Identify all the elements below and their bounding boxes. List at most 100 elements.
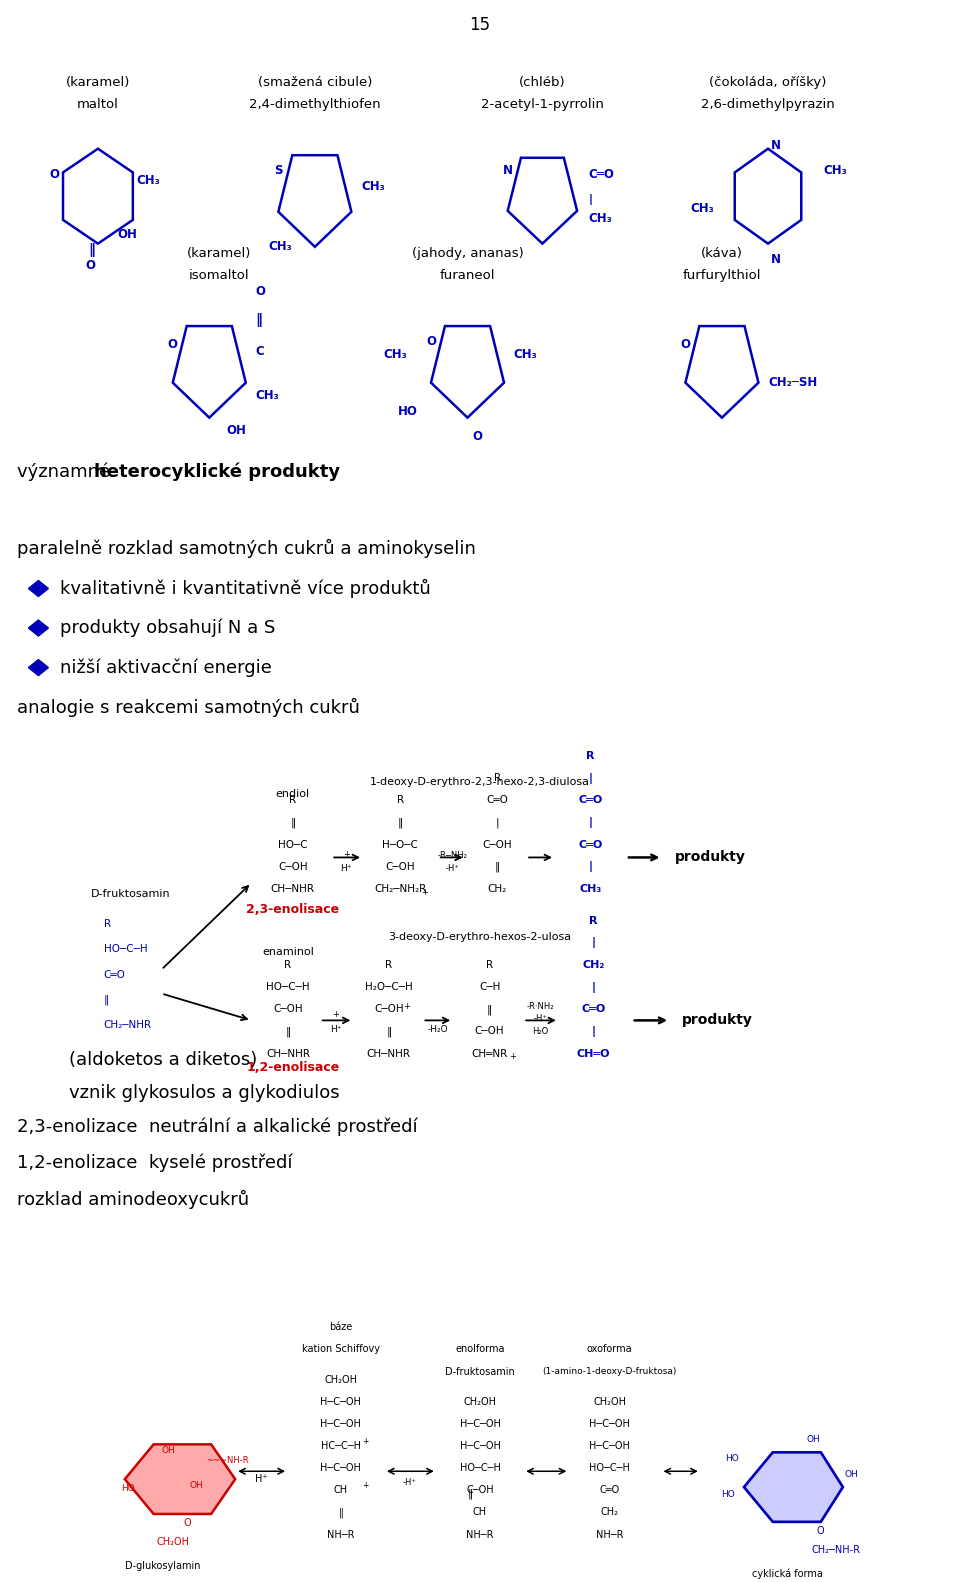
Text: ‖: ‖ xyxy=(338,1508,344,1517)
Text: OH: OH xyxy=(227,424,247,437)
Text: významné: významné xyxy=(17,462,116,481)
Text: enolforma: enolforma xyxy=(455,1345,505,1354)
Text: C═O: C═O xyxy=(578,796,603,805)
Text: H─C─OH: H─C─OH xyxy=(321,1419,361,1429)
Text: N: N xyxy=(771,253,780,266)
Text: O: O xyxy=(50,168,60,180)
Text: C─OH: C─OH xyxy=(374,1005,403,1014)
Text: |: | xyxy=(495,818,499,827)
Text: O: O xyxy=(85,259,95,272)
Text: HO─C─H: HO─C─H xyxy=(589,1463,630,1473)
Text: ‖: ‖ xyxy=(104,995,108,1005)
Text: C─H: C─H xyxy=(479,982,500,992)
Text: heterocyklické produkty: heterocyklické produkty xyxy=(94,462,340,481)
Text: -H₂O: -H₂O xyxy=(427,1025,448,1035)
Text: |: | xyxy=(588,774,592,783)
Text: (chléb): (chléb) xyxy=(519,76,565,89)
Text: C─OH: C─OH xyxy=(386,862,415,872)
Text: -H⁺: -H⁺ xyxy=(445,864,459,873)
Text: CH═NR: CH═NR xyxy=(471,1049,508,1058)
Text: CH: CH xyxy=(473,1508,487,1517)
Text: isomaltol: isomaltol xyxy=(188,269,250,282)
Text: H─C─OH: H─C─OH xyxy=(321,1397,361,1406)
Text: NH─R: NH─R xyxy=(467,1530,493,1539)
Text: C═O: C═O xyxy=(487,796,508,805)
Text: CH₂OH: CH₂OH xyxy=(464,1397,496,1406)
Text: +: + xyxy=(509,1052,516,1062)
Text: nižší aktivacční energie: nižší aktivacční energie xyxy=(60,658,273,677)
Text: báze: báze xyxy=(329,1323,352,1332)
Text: C═O: C═O xyxy=(104,970,126,979)
Text: C─OH: C─OH xyxy=(475,1027,504,1036)
Text: CH₂─NH-R: CH₂─NH-R xyxy=(811,1546,860,1555)
Text: O: O xyxy=(255,285,265,297)
Text: |: | xyxy=(588,862,592,872)
Text: vznik glykosulos a glykodiulos: vznik glykosulos a glykodiulos xyxy=(69,1084,340,1103)
Text: furaneol: furaneol xyxy=(440,269,495,282)
Text: -R·NH₂: -R·NH₂ xyxy=(527,1001,554,1011)
Text: paralelně rozklad samotných cukrů a aminokyselin: paralelně rozklad samotných cukrů a amin… xyxy=(17,539,476,558)
Text: C─OH: C─OH xyxy=(483,840,512,850)
Text: N: N xyxy=(771,139,780,152)
Text: N: N xyxy=(503,165,513,177)
Text: (čokoláda, oříšky): (čokoláda, oříšky) xyxy=(709,76,827,89)
Text: CH₃: CH₃ xyxy=(361,180,385,193)
Text: |: | xyxy=(591,938,595,948)
Text: D-fruktosamin: D-fruktosamin xyxy=(445,1367,515,1376)
Text: CH₃: CH₃ xyxy=(268,240,292,253)
Text: enaminol: enaminol xyxy=(262,948,314,957)
Text: -H⁺: -H⁺ xyxy=(403,1478,417,1487)
Text: CH─NHR: CH─NHR xyxy=(367,1049,411,1058)
Text: |: | xyxy=(591,982,595,992)
Text: CH₂: CH₂ xyxy=(582,960,605,970)
Text: CH₂: CH₂ xyxy=(601,1508,618,1517)
Text: H─C─OH: H─C─OH xyxy=(589,1441,630,1451)
Text: R: R xyxy=(104,919,110,929)
Text: |: | xyxy=(588,195,592,204)
Text: O: O xyxy=(168,339,178,351)
Text: ‖: ‖ xyxy=(285,1027,291,1036)
Text: analogie s reakcemi samotných cukrů: analogie s reakcemi samotných cukrů xyxy=(17,698,360,717)
Text: H─C─OH: H─C─OH xyxy=(589,1419,630,1429)
Text: CH₃: CH₃ xyxy=(514,348,538,361)
Text: C═O: C═O xyxy=(581,1005,606,1014)
Text: HO─C: HO─C xyxy=(278,840,307,850)
Polygon shape xyxy=(29,620,48,636)
Text: (smažená cibule): (smažená cibule) xyxy=(257,76,372,89)
Text: +: + xyxy=(343,850,350,859)
Text: maltol: maltol xyxy=(77,98,119,111)
Text: (káva): (káva) xyxy=(701,247,743,259)
Text: CH₂OH: CH₂OH xyxy=(593,1397,626,1406)
Text: HO: HO xyxy=(721,1490,734,1500)
Text: ‖: ‖ xyxy=(290,818,296,827)
Text: O: O xyxy=(472,430,482,443)
Text: R: R xyxy=(493,774,501,783)
Polygon shape xyxy=(29,660,48,676)
Text: ‖: ‖ xyxy=(397,818,403,827)
Text: O: O xyxy=(681,339,690,351)
Text: -R─NH₂: -R─NH₂ xyxy=(437,851,468,861)
Text: O: O xyxy=(817,1527,825,1536)
Text: O: O xyxy=(426,335,436,348)
Text: OH: OH xyxy=(161,1446,175,1455)
Text: +: + xyxy=(362,1481,369,1490)
Text: R: R xyxy=(289,796,297,805)
Text: CH─NHR: CH─NHR xyxy=(271,884,315,894)
Text: H─O─C: H─O─C xyxy=(382,840,419,850)
Text: OH: OH xyxy=(845,1470,858,1479)
Text: |: | xyxy=(588,818,592,827)
Text: ‖: ‖ xyxy=(255,313,262,326)
Text: -H⁺: -H⁺ xyxy=(534,1014,547,1024)
Text: R: R xyxy=(486,960,493,970)
Text: |: | xyxy=(591,1027,595,1036)
Text: produkty: produkty xyxy=(675,851,746,864)
Text: produkty: produkty xyxy=(682,1014,753,1027)
Text: H─C─OH: H─C─OH xyxy=(321,1463,361,1473)
Text: R: R xyxy=(587,751,594,761)
Text: furfurylthiol: furfurylthiol xyxy=(683,269,761,282)
Text: CH₃: CH₃ xyxy=(136,174,160,187)
Text: H─C─OH: H─C─OH xyxy=(460,1441,500,1451)
Text: 2,4-dimethylthiofen: 2,4-dimethylthiofen xyxy=(249,98,381,111)
Text: O: O xyxy=(183,1519,191,1528)
Text: CH₃: CH₃ xyxy=(384,348,407,361)
